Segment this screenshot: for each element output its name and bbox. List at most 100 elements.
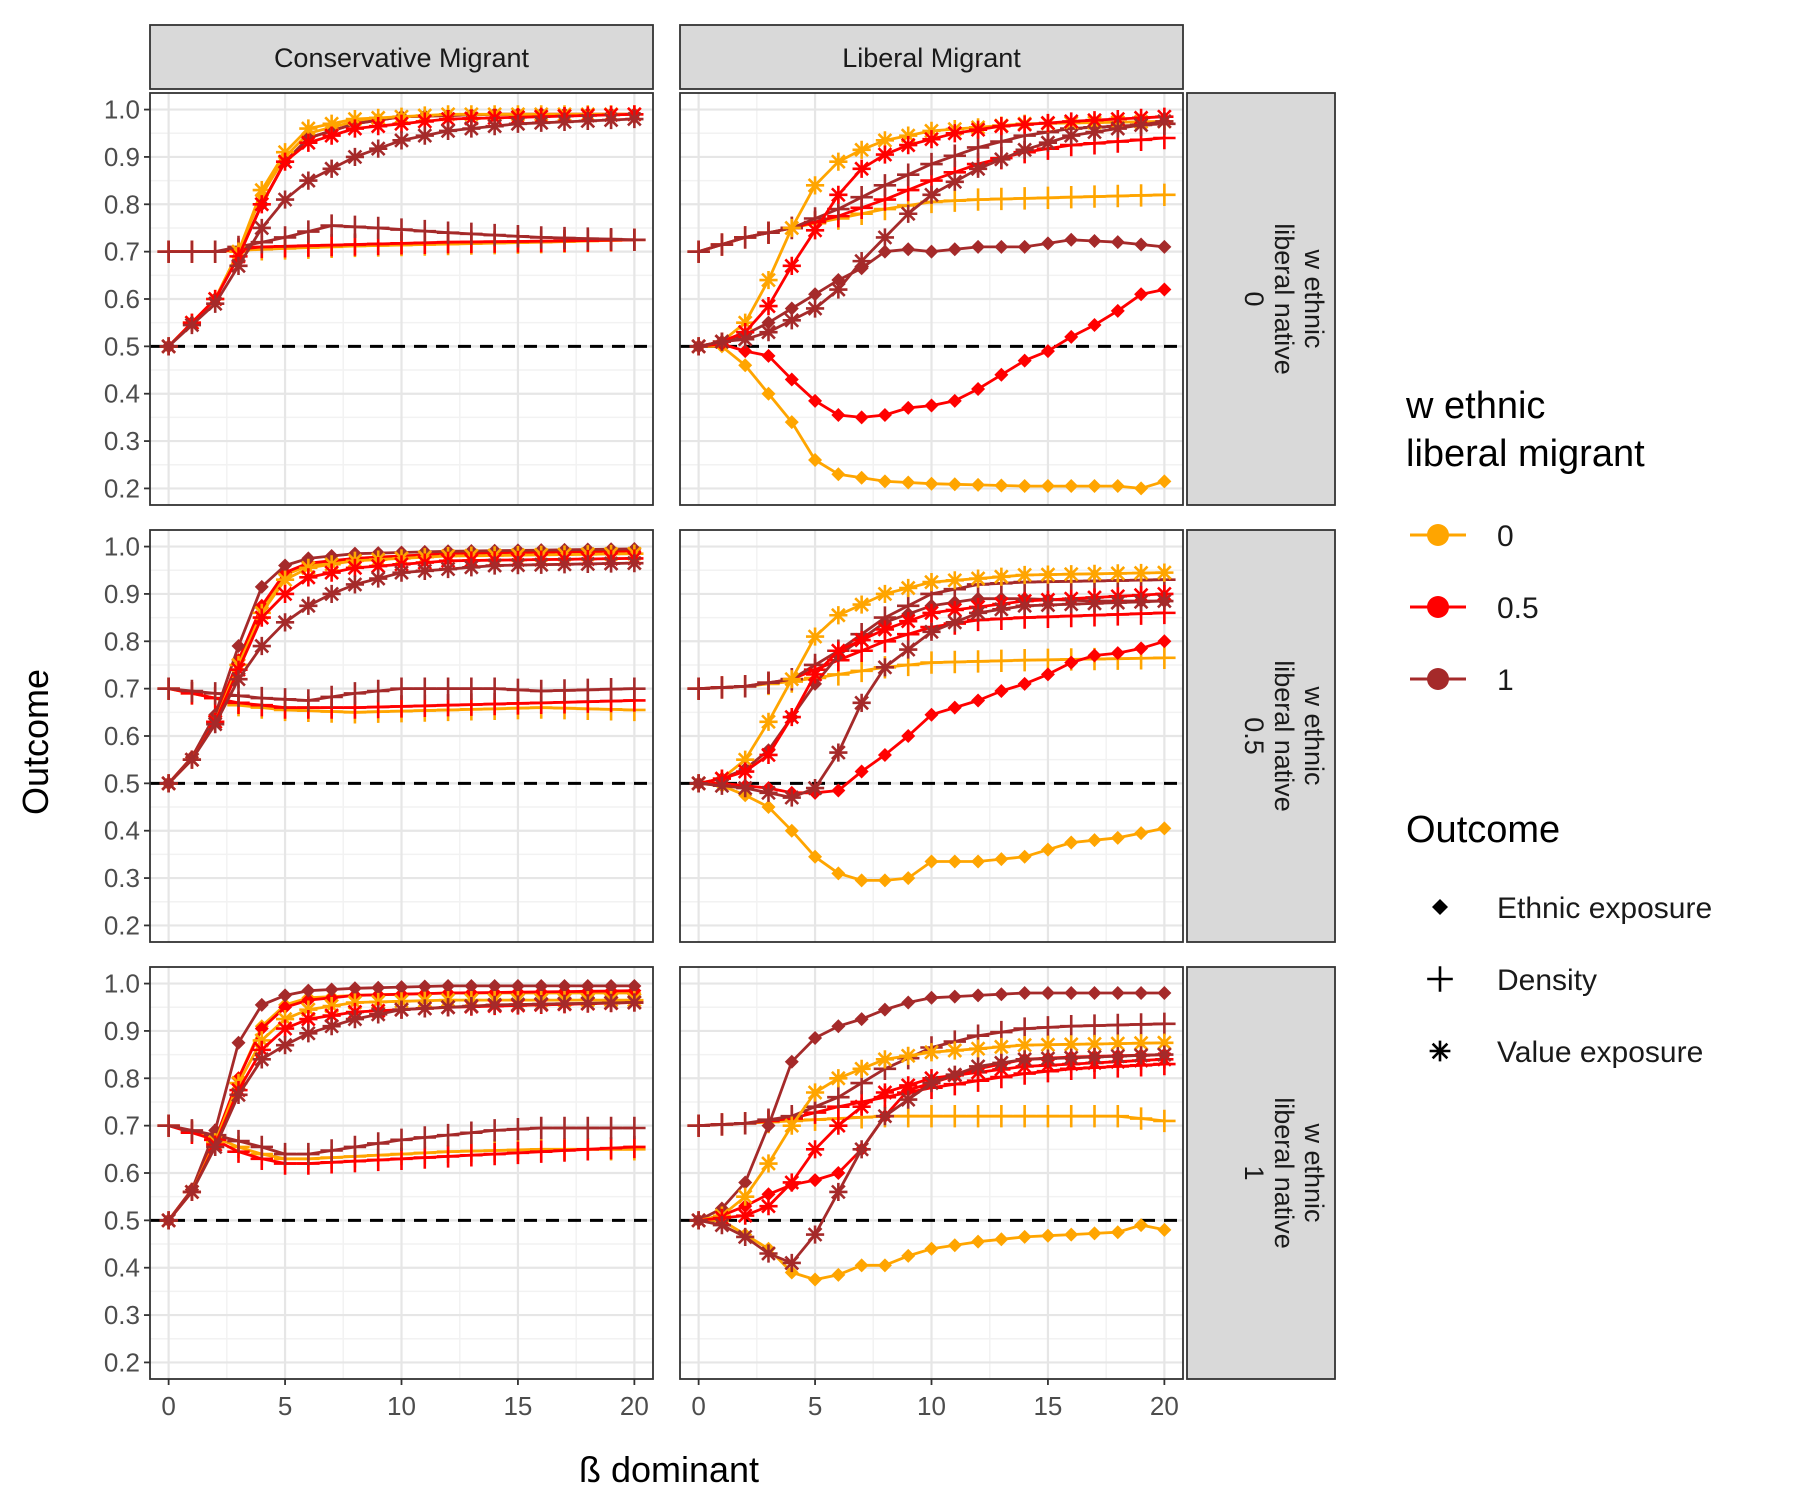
data-point-value-w0-x8 <box>875 584 895 604</box>
strips-layer: Conservative Migrant Liberal Migrant w eth… <box>149 24 1336 1380</box>
data-point-value-w0-x11 <box>945 1041 964 1060</box>
data-point-value-w1-x6 <box>829 1182 848 1202</box>
data-point-density-w1-x6 <box>297 1142 320 1166</box>
data-point-density-w1-x17 <box>553 679 576 702</box>
data-point-value-w1-x16 <box>532 994 551 1014</box>
data-point-density-w0-x19 <box>1129 184 1153 207</box>
data-point-value-w1-x14 <box>485 995 504 1014</box>
x-tick-label: 10 <box>917 1391 946 1421</box>
data-point-value-w0-x8 <box>875 131 895 150</box>
data-point-ethnic-w1-x11 <box>947 242 962 257</box>
data-point-ethnic-w1-x7 <box>324 982 339 997</box>
data-point-value-w0.5-x4 <box>782 707 801 727</box>
data-point-ethnic-w0-x16 <box>1064 479 1079 494</box>
data-point-density-w1-x18 <box>576 227 599 250</box>
data-point-value-w1-x3 <box>229 1085 248 1104</box>
legend-shape-label-1: Density <box>1497 964 1597 997</box>
data-point-density-w1-x6 <box>827 1086 850 1109</box>
y-tick-label: 0.7 <box>104 237 140 267</box>
data-point-density-w1-x16 <box>530 226 553 249</box>
data-point-value-w1-x15 <box>508 556 528 575</box>
data-point-density-w1-x1 <box>710 233 734 256</box>
data-point-value-w1-x15 <box>1038 133 1058 152</box>
panel-border <box>679 529 1184 943</box>
data-point-value-w0.5-x7 <box>852 631 871 650</box>
row-strip-line-2-2: 1 <box>1239 1165 1269 1180</box>
data-point-ethnic-w0-x6 <box>831 866 846 881</box>
data-point-value-w1-x9 <box>369 569 388 588</box>
data-point-value-w1-x7 <box>852 693 871 712</box>
data-point-ethnic-w1-x7 <box>854 1012 869 1027</box>
data-point-value-w0.5-x5 <box>805 221 825 240</box>
data-point-ethnic-w0.5-x11 <box>947 700 962 715</box>
legend-color-title-line-0: w ethnic <box>1405 385 1545 427</box>
x-tick-label: 15 <box>503 1391 532 1421</box>
data-point-density-w1-x10 <box>920 152 943 176</box>
data-point-ethnic-w0-x13 <box>994 852 1009 867</box>
data-point-value-w1-x10 <box>392 131 411 150</box>
data-point-density-w0-x16 <box>1060 1104 1083 1128</box>
data-point-value-w0.5-x7 <box>322 1006 341 1025</box>
data-point-density-w1-x20 <box>623 228 646 252</box>
y-axis-title: Outcome <box>15 669 56 815</box>
data-point-ethnic-w0-x4 <box>784 1265 799 1280</box>
data-point-density-w1-x11 <box>413 219 436 243</box>
data-point-value-w0-x10 <box>922 572 941 592</box>
data-point-ethnic-w1-x6 <box>831 1019 846 1034</box>
data-point-value-w1-x11 <box>945 1065 964 1084</box>
data-point-value-w1-x18 <box>578 994 597 1013</box>
data-point-density-w1-x14 <box>1013 1017 1036 1040</box>
data-point-value-w0-x13 <box>992 1037 1011 1057</box>
data-point-density-w1-x8 <box>343 682 367 705</box>
series-density-w1 <box>157 1114 646 1166</box>
data-point-value-w1-x3 <box>759 783 778 802</box>
data-point-value-w1-x14 <box>485 117 504 136</box>
data-point-ethnic-w0-x2 <box>738 358 753 373</box>
x-tick-label: 5 <box>808 1391 822 1421</box>
data-point-value-w1-x8 <box>875 228 895 247</box>
data-point-ethnic-w1-x13 <box>994 239 1009 254</box>
data-point-density-w1-x16 <box>530 1116 553 1140</box>
data-point-density-w1-x13 <box>460 677 483 700</box>
data-point-value-w0-x8 <box>345 993 365 1012</box>
data-point-ethnic-w1-x12 <box>971 239 986 254</box>
data-point-value-w1-x0 <box>689 337 708 356</box>
data-point-density-w1-x15 <box>506 225 530 248</box>
data-point-density-w1-x3 <box>227 1129 250 1153</box>
data-point-ethnic-w0.5-x4 <box>784 372 799 387</box>
data-point-value-w0.5-x9 <box>369 557 388 576</box>
data-point-value-w1-x20 <box>1155 1045 1174 1064</box>
data-point-value-w0.5-x6 <box>299 133 318 152</box>
data-point-value-w0-x6 <box>299 1000 318 1019</box>
data-point-ethnic-w1-x15 <box>1040 986 1055 1001</box>
data-point-value-w0-x7 <box>322 114 341 133</box>
data-point-value-w0.5-x7 <box>322 563 341 582</box>
data-point-value-w1-x6 <box>299 1024 318 1043</box>
data-point-value-w1-x4 <box>782 311 801 330</box>
data-point-ethnic-w1-x15 <box>510 978 525 993</box>
data-point-ethnic-w1-x14 <box>1017 986 1032 1001</box>
data-point-value-w1-x13 <box>992 1053 1011 1072</box>
legend-color-swatch-dot-2 <box>1427 668 1449 690</box>
data-point-ethnic-w1-x16 <box>1064 986 1079 1001</box>
y-tick-label: 0.7 <box>104 674 140 704</box>
data-point-value-w0-x14 <box>1015 1036 1034 1055</box>
panel-data <box>157 978 646 1230</box>
series-value-w0 <box>689 1033 1174 1230</box>
data-point-ethnic-w1-x8 <box>877 244 892 259</box>
data-point-ethnic-w1-x10 <box>924 990 939 1005</box>
data-point-value-w0.5-x4 <box>252 608 271 627</box>
data-point-value-w0-x7 <box>322 996 341 1016</box>
data-point-ethnic-w0.5-x17 <box>1087 648 1102 663</box>
data-point-density-w0-x10 <box>920 651 943 674</box>
series-value-w1 <box>159 554 644 793</box>
data-point-ethnic-w0-x8 <box>877 873 892 888</box>
data-point-value-w1-x14 <box>485 556 504 575</box>
data-point-value-w0-x6 <box>299 558 318 577</box>
data-point-density-w1-x0 <box>687 240 710 263</box>
data-point-density-w1-x11 <box>943 144 966 167</box>
data-point-value-w0.5-x14 <box>1015 115 1034 134</box>
data-point-density-w1-x15 <box>506 678 530 702</box>
data-point-value-w0.5-x4 <box>782 1173 801 1192</box>
